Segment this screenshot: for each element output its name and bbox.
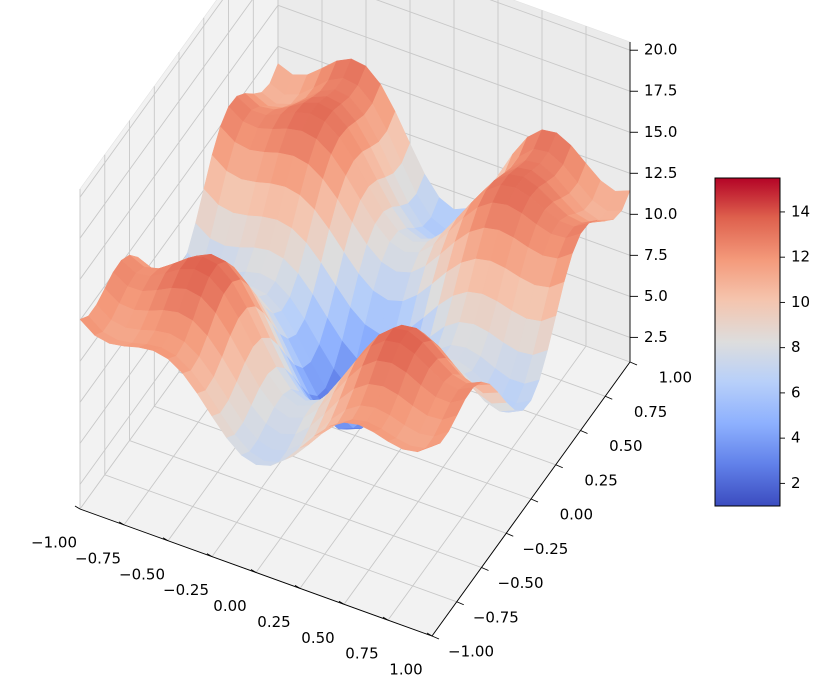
z-gridline [79,4,631,280]
y-tick-label: −0.75 [473,608,519,626]
tick-mark [605,395,613,400]
z-tick-label: 7.5 [644,246,668,264]
z-gridline [79,0,631,198]
tick-mark [426,632,433,637]
z-tick-label: 5.0 [644,287,668,305]
z-tick-labels: 2.5 5.0 7.5 10.0 12.5 15.0 17.5 20.0 [644,41,677,346]
z-tick-label: 2.5 [644,328,668,346]
colorbar-tick-label: 4 [791,429,801,447]
tick-mark [206,553,213,558]
y-tick-label: 0.50 [609,437,642,455]
x-tick-labels: −1.00−0.75−0.50−0.250.00 0.25 0.50 0.75 1.00 [31,534,423,679]
y-gridline [178,52,532,500]
x-tick-label: 0.75 [345,645,378,663]
z-tick-label: 10.0 [644,205,677,223]
x-tick-label: −0.75 [75,549,121,567]
tick-mark [555,464,563,469]
y-gridline [129,120,482,568]
tick-mark [250,569,257,573]
y-tick-label: 1.00 [659,369,692,387]
y-gridline [153,86,507,534]
z-tick-label: 15.0 [644,123,677,141]
z-tick-label: 20.0 [644,41,677,59]
tick-mark [580,430,588,434]
surface-facet [417,442,441,453]
tick-mark [431,635,440,640]
colorbar: 2 4 6 8 10 12 14 [714,177,810,507]
tick-mark [74,505,81,510]
x-tick-label: −0.25 [163,581,209,599]
y-tick-label: −1.00 [448,643,494,661]
tick-mark [456,601,464,606]
x-tick-label: −1.00 [31,534,77,552]
y-tick-label: 0.25 [584,471,617,489]
colorbar-tick-label: 10 [791,293,810,311]
z-tick-label: 17.5 [644,82,677,100]
axis-tick-marks [74,49,638,640]
colorbar-tick-label: 2 [791,474,801,492]
tick-mark [162,537,169,542]
x-tick-label: 0.00 [213,597,246,615]
x-tick-label: 0.50 [301,629,334,647]
colorbar-tick-label: 12 [791,248,810,266]
z-gridline [79,45,631,321]
x-tick-label: −0.50 [119,565,165,583]
tick-mark [118,521,125,526]
tick-mark [294,584,301,589]
y-gridline [104,154,457,603]
y-tick-label: −0.25 [522,540,568,558]
tick-mark [629,361,638,366]
colorbar-tick-label: 6 [791,383,801,401]
y-tick-labels: −1.00 −0.75 −0.50 −0.25 0.00 0.25 0.50 0.75 1.00 [448,369,692,661]
y-tick-label: 0.75 [634,403,667,421]
surface-mesh [79,58,631,466]
tick-mark [481,567,489,571]
z-gridline [79,0,631,239]
z-tick-label: 12.5 [644,164,677,182]
y-tick-label: −0.50 [498,574,544,592]
tick-mark [338,600,345,605]
x-tick-label: 0.25 [257,613,290,631]
colorbar-tick-label: 14 [791,202,810,220]
colorbar-gradient [714,177,781,507]
tick-mark [530,498,539,503]
tick-mark [382,616,389,621]
colorbar-tick-label: 8 [791,338,801,356]
y-tick-label: 0.00 [560,506,593,524]
x-tick-label: 1.00 [389,661,422,679]
tick-mark [506,532,514,537]
